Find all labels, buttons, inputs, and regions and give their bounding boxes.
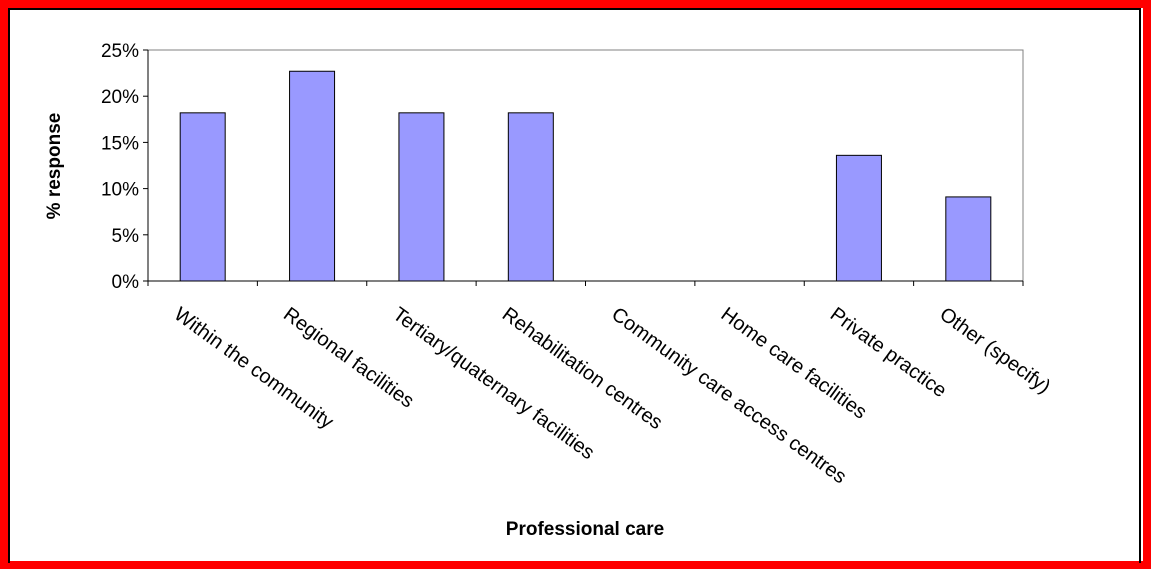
bar [945,196,992,282]
bar [398,112,445,282]
y-tick-label: 10% [101,180,139,201]
bar [289,70,336,282]
bar [507,112,554,282]
y-tick-label: 15% [101,133,139,154]
x-tick-label: Community care access centres [607,303,850,488]
y-tick-label: 25% [101,41,139,62]
x-tick-label: Tertiary/quaternary facilities [388,303,598,464]
y-axis-title: % response [44,113,65,220]
plot-frame [147,49,1024,282]
x-tick-label: Other (specify) [935,303,1054,398]
bars [179,70,992,282]
y-tick-label: 5% [112,226,140,247]
y-axis-ticks: 0% 5% 10% 15% 20% 25% [101,41,148,293]
plot-area [147,49,1024,282]
y-tick-label: 20% [101,87,139,108]
x-axis-title: Professional care [506,519,664,540]
bar [179,112,226,282]
y-tick-label: 0% [112,272,140,293]
chart-inner-border [8,8,1141,563]
bar [835,154,882,282]
